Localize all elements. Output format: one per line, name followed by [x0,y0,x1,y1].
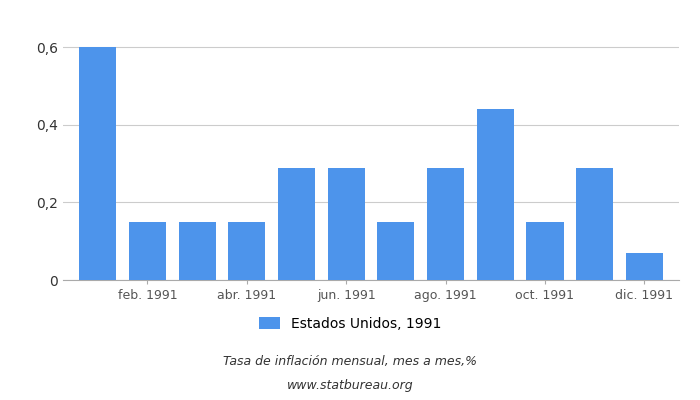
Text: www.statbureau.org: www.statbureau.org [287,380,413,392]
Bar [79,47,116,280]
Bar [178,222,216,280]
Bar [328,168,365,280]
Bar [526,222,564,280]
Bar [576,168,613,280]
Legend: Estados Unidos, 1991: Estados Unidos, 1991 [253,311,447,336]
Text: Tasa de inflación mensual, mes a mes,%: Tasa de inflación mensual, mes a mes,% [223,356,477,368]
Bar [377,222,414,280]
Bar [228,222,265,280]
Bar [626,253,663,280]
Bar [477,110,514,280]
Bar [278,168,315,280]
Bar [427,168,464,280]
Bar [129,222,166,280]
